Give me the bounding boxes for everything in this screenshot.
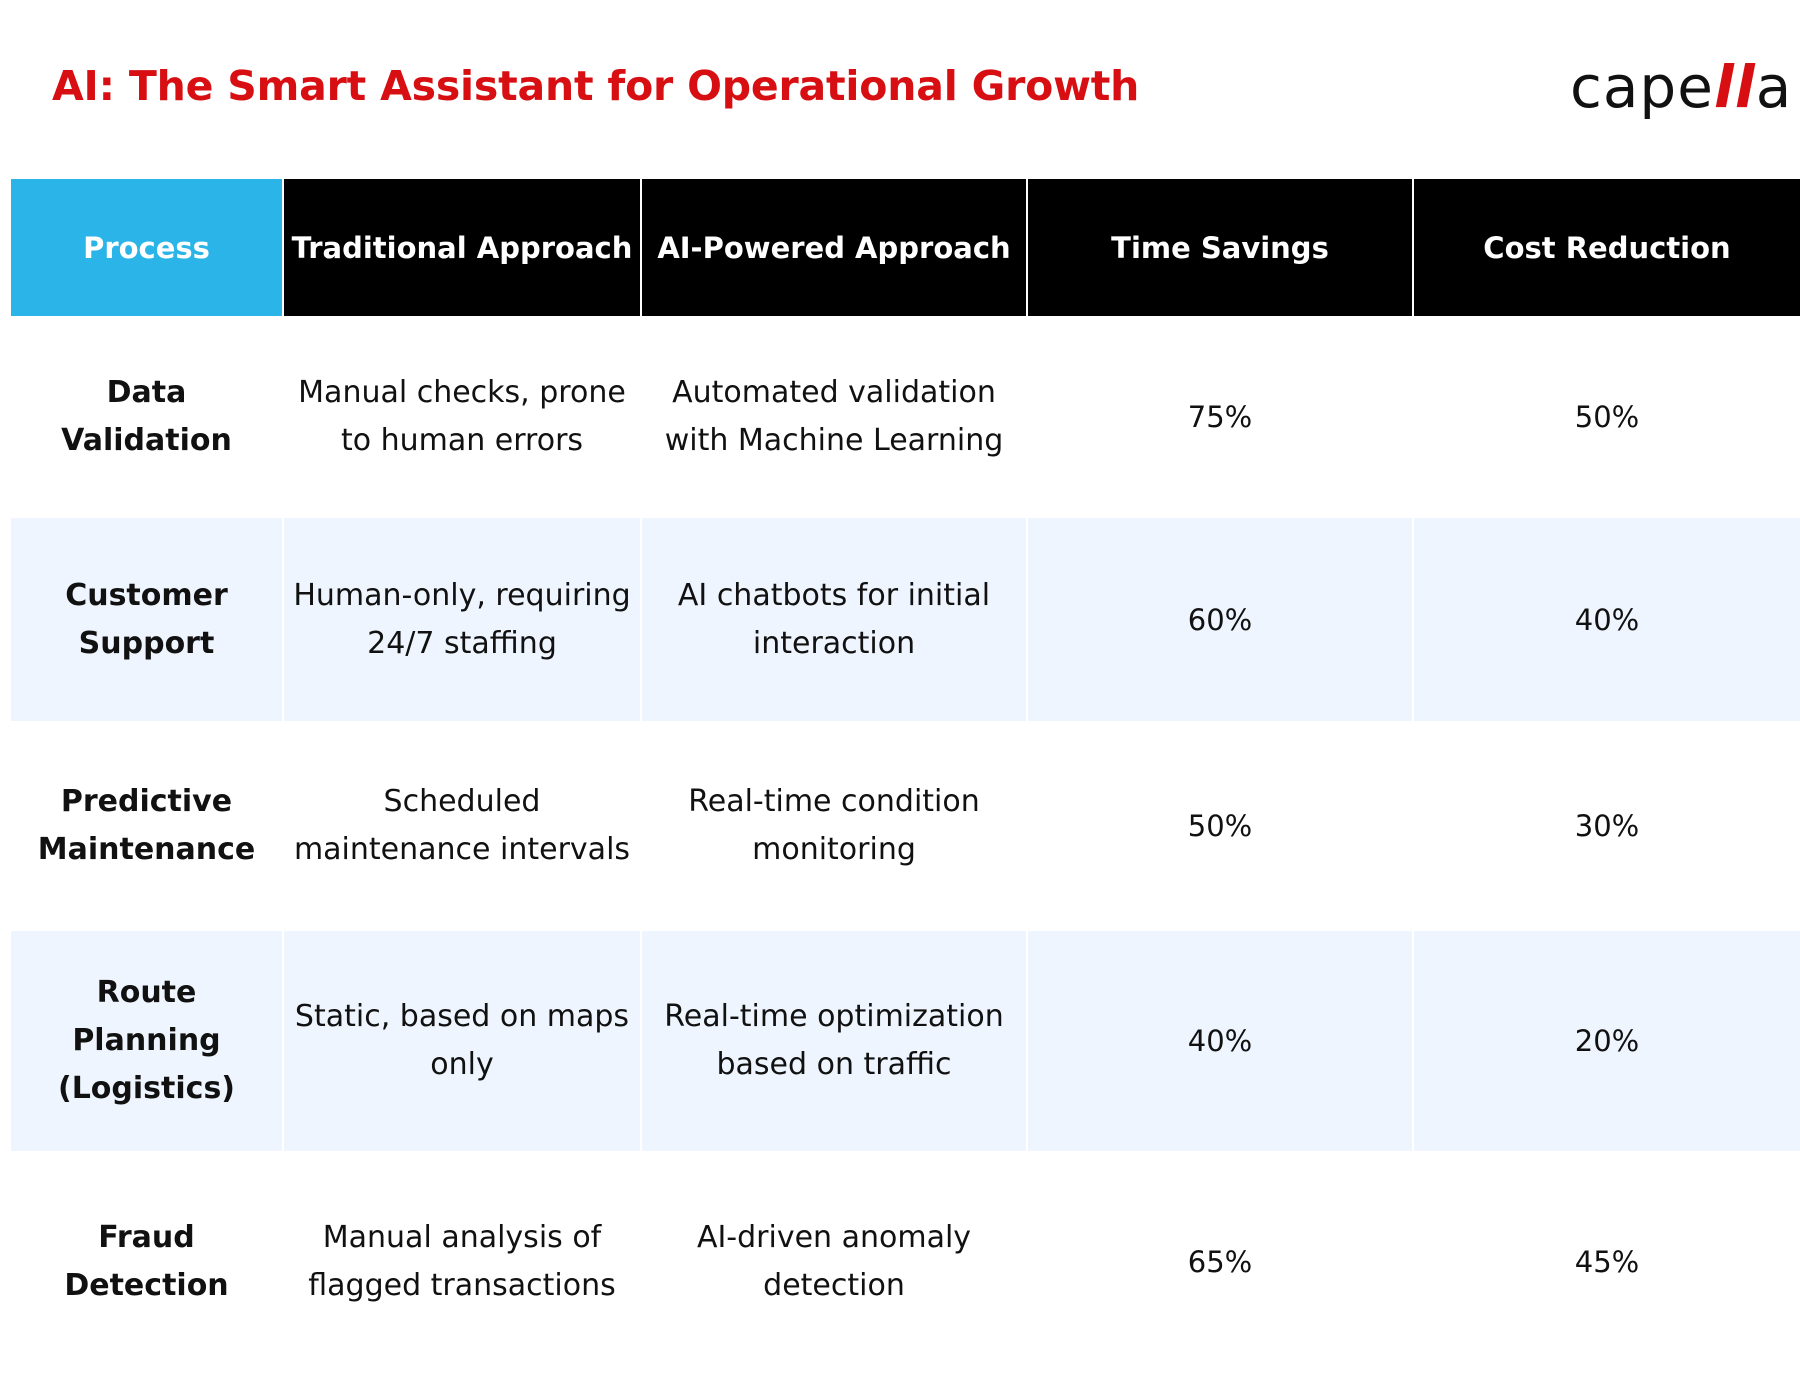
- cell-traditional: Manual analysis of flagged transactions: [282, 1151, 641, 1373]
- table-row: Customer Support Human-only, requiring 2…: [11, 518, 1800, 721]
- logo-text-start: cape: [1570, 53, 1714, 121]
- table-row: Fraud Detection Manual analysis of flagg…: [11, 1151, 1800, 1373]
- cell-process: Customer Support: [11, 518, 283, 721]
- cell-ai: Real-time optimization based on traffic: [640, 931, 1027, 1151]
- table-header-row: Process Traditional Approach AI-Powered …: [11, 179, 1800, 316]
- cell-ai: Automated validation with Machine Learni…: [640, 316, 1027, 518]
- column-header-cost-reduction: Cost Reduction: [1412, 179, 1800, 316]
- cell-cost-reduction: 40%: [1412, 518, 1800, 721]
- table-row: Data Validation Manual checks, prone to …: [11, 316, 1800, 518]
- column-header-process: Process: [11, 179, 283, 316]
- cell-cost-reduction: 50%: [1412, 316, 1800, 518]
- cell-traditional: Scheduled maintenance intervals: [282, 721, 641, 931]
- column-header-traditional: Traditional Approach: [282, 179, 641, 316]
- cell-time-savings: 60%: [1026, 518, 1413, 721]
- cell-traditional: Human-only, requiring 24/7 staffing: [282, 518, 641, 721]
- table-row: Route Planning (Logistics) Static, based…: [11, 931, 1800, 1151]
- cell-traditional: Manual checks, prone to human errors: [282, 316, 641, 518]
- cell-time-savings: 75%: [1026, 316, 1413, 518]
- capella-logo: capella: [1570, 52, 1792, 122]
- cell-ai: AI chatbots for initial interaction: [640, 518, 1027, 721]
- cell-time-savings: 40%: [1026, 931, 1413, 1151]
- cell-ai: Real-time condition monitoring: [640, 721, 1027, 931]
- cell-ai: AI-driven anomaly detection: [640, 1151, 1027, 1373]
- cell-process: Data Validation: [61, 375, 232, 458]
- cell-cost-reduction: 45%: [1412, 1151, 1800, 1373]
- logo-text-accent: ll: [1713, 53, 1756, 121]
- cell-traditional: Static, based on maps only: [282, 931, 641, 1151]
- cell-time-savings: 65%: [1026, 1151, 1413, 1373]
- column-header-time-savings: Time Savings: [1026, 179, 1413, 316]
- cell-process: Predictive Maintenance: [37, 784, 256, 867]
- table-row: Predictive Maintenance Scheduled mainten…: [11, 721, 1800, 931]
- logo-text-end: a: [1755, 53, 1793, 121]
- cell-time-savings: 50%: [1026, 721, 1413, 931]
- cell-cost-reduction: 30%: [1412, 721, 1800, 931]
- comparison-table: Process Traditional Approach AI-Powered …: [11, 179, 1800, 1373]
- cell-cost-reduction: 20%: [1412, 931, 1800, 1151]
- column-header-ai: AI-Powered Approach: [640, 179, 1027, 316]
- cell-process: Route Planning (Logistics): [11, 931, 283, 1151]
- page-title: AI: The Smart Assistant for Operational …: [52, 62, 1140, 110]
- cell-process: Fraud Detection: [64, 1220, 229, 1303]
